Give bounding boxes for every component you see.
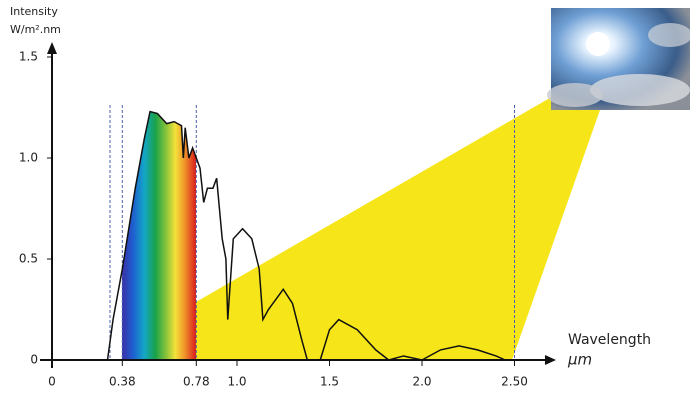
y-tick-label: 0.5 (19, 252, 38, 266)
y-label: Intensity (10, 5, 58, 18)
x-tick-label: 0.38 (109, 375, 136, 389)
x-tick-label: 0.78 (183, 375, 210, 389)
y-label: W/m².nm (10, 23, 61, 36)
x-tick-label: 1.0 (227, 375, 246, 389)
x-tick-label: 0 (48, 375, 56, 389)
x-tick-label: 2.0 (412, 375, 431, 389)
x-tick-label: 2.50 (501, 375, 528, 389)
x-label: µm (567, 351, 592, 369)
y-arrow (47, 42, 57, 54)
chart: Intensity W/m².nm Wavelength µm 0 0.5 1.0 1… (0, 0, 690, 397)
projection (196, 95, 600, 360)
x-tick-label: 1.5 (320, 375, 339, 389)
x-arrow (545, 355, 556, 365)
sky-image (547, 8, 690, 110)
y-tick-label: 0 (30, 353, 38, 367)
y-tick-label: 1.0 (19, 151, 38, 165)
y-tick-label: 1.5 (19, 50, 38, 64)
x-label: Wavelength (568, 332, 651, 348)
